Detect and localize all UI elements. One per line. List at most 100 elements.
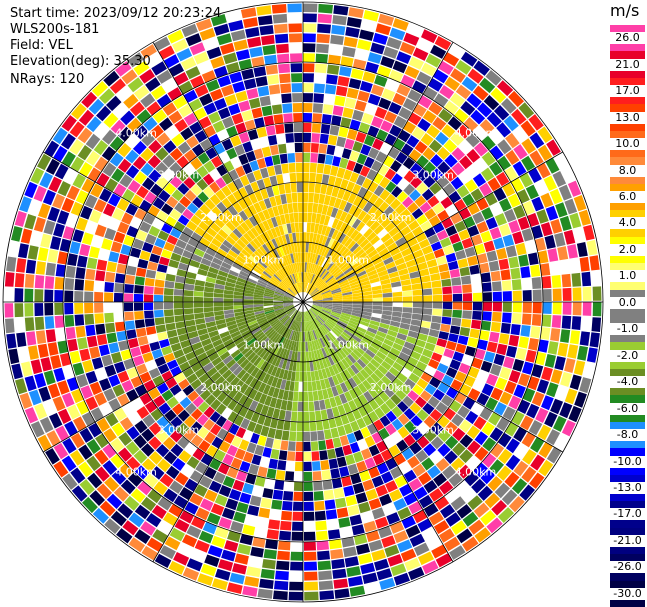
radar-gate <box>315 173 323 184</box>
radar-gate <box>52 193 65 209</box>
radar-gate <box>303 451 312 462</box>
radar-gate <box>356 371 366 383</box>
radar-gate <box>228 327 240 335</box>
radar-gate <box>223 306 234 311</box>
radar-gate <box>348 204 358 216</box>
radar-gate <box>359 355 370 366</box>
radar-gate <box>381 88 396 101</box>
radar-gate <box>325 438 334 450</box>
radar-gate <box>520 325 531 337</box>
radar-gate <box>284 294 294 299</box>
radar-gate <box>310 308 318 316</box>
radar-gate <box>267 364 275 375</box>
radar-gate <box>440 504 456 519</box>
radar-gate <box>442 294 453 302</box>
radar-gate <box>483 240 495 253</box>
radar-gate <box>280 337 287 348</box>
radar-gate <box>338 348 347 359</box>
radar-gate <box>261 146 272 158</box>
radar-gate <box>564 198 578 215</box>
radar-gate <box>238 343 249 353</box>
radar-gate <box>318 283 328 291</box>
radar-gate <box>360 144 372 156</box>
radar-gate <box>273 248 281 259</box>
radar-gate <box>145 269 157 279</box>
radar-gate <box>283 304 294 309</box>
radar-gate <box>148 367 161 379</box>
radar-gate <box>368 193 379 205</box>
radar-gate <box>64 278 75 290</box>
radar-gate <box>531 225 543 239</box>
radar-gate <box>309 341 314 352</box>
radar-gate <box>140 147 154 162</box>
radar-gate <box>505 149 520 165</box>
radar-gate <box>113 183 127 197</box>
radar-gate <box>21 361 33 377</box>
radar-gate <box>216 164 228 177</box>
radar-gate <box>324 499 336 510</box>
radar-gate <box>335 323 345 332</box>
radar-gate <box>298 282 302 293</box>
radar-gate <box>342 107 354 119</box>
radar-gate <box>444 168 458 182</box>
radar-gate <box>146 513 162 528</box>
radar-gate <box>343 302 353 305</box>
radar-gate <box>333 302 343 304</box>
radar-gate <box>398 129 411 143</box>
radar-gate <box>126 426 140 440</box>
azimuth-spoke <box>302 151 563 303</box>
radar-gate <box>224 432 235 444</box>
radar-gate <box>256 158 267 169</box>
radar-gate <box>191 232 203 242</box>
radar-gate <box>273 305 284 309</box>
radar-gate <box>195 461 208 475</box>
radar-gate <box>586 239 598 256</box>
radar-gate <box>459 419 472 433</box>
radar-gate <box>432 308 443 316</box>
radar-gate <box>322 292 332 297</box>
radar-gate <box>319 312 328 320</box>
radar-gate <box>552 171 567 187</box>
radar-gate <box>505 245 517 258</box>
radar-gate <box>316 349 322 360</box>
radar-gate <box>360 280 371 287</box>
radar-gate <box>210 14 227 27</box>
radar-gate <box>109 78 126 94</box>
radar-gate <box>106 95 122 112</box>
radar-gate <box>88 422 102 438</box>
radar-gate <box>123 235 135 247</box>
radar-gate <box>225 358 237 369</box>
radar-gate <box>517 216 530 230</box>
radar-gate <box>210 261 221 270</box>
colorbar-tick-label: 1.0 <box>610 270 645 283</box>
radar-gate <box>429 377 441 389</box>
radar-gate <box>153 294 164 302</box>
radar-gate <box>474 527 491 543</box>
radar-gate <box>260 188 269 200</box>
radar-gate <box>404 420 417 433</box>
radar-gate <box>303 3 318 13</box>
radar-gate <box>99 378 112 391</box>
radar-gate <box>243 292 254 297</box>
radar-gate <box>75 217 88 231</box>
radar-gate <box>323 272 331 281</box>
radar-gate <box>332 156 341 167</box>
radar-gate <box>393 498 407 511</box>
radar-gate <box>122 520 139 536</box>
radar-gate <box>455 84 472 100</box>
radar-gate <box>54 277 65 290</box>
radar-gate <box>438 331 449 340</box>
radar-gate <box>297 311 301 322</box>
radar-gate <box>317 282 327 290</box>
radar-gate <box>508 90 524 108</box>
radar-gate <box>245 150 257 162</box>
radar-gate <box>277 204 284 216</box>
radar-gate <box>268 342 276 353</box>
radar-gate <box>348 388 358 400</box>
radar-gate <box>173 552 190 566</box>
radar-gate <box>374 74 388 87</box>
radar-gate <box>246 280 257 287</box>
radar-gate <box>319 399 326 410</box>
radar-gate <box>184 501 199 515</box>
radar-gate <box>205 347 217 357</box>
